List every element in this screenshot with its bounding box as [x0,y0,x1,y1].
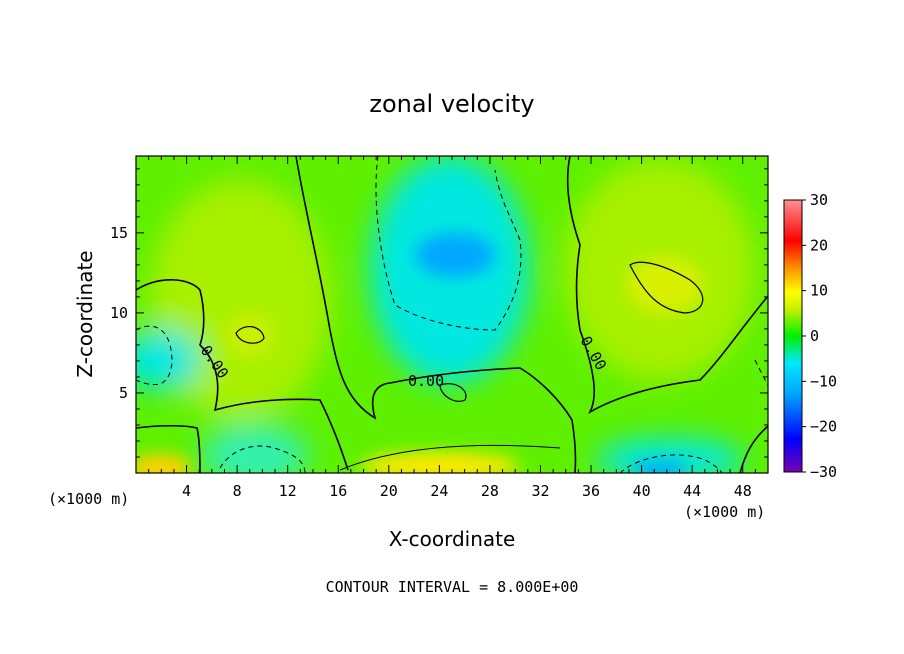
positive-core-surface-left [136,454,192,473]
x-tick-labels: 4 8 12 16 20 24 28 32 36 40 44 48 [182,482,752,500]
colorbar-label: −20 [810,418,837,436]
colorbar-label: 20 [810,236,828,254]
dashed-contour-low-right [619,454,723,473]
x-tick-label: 20 [380,482,398,500]
colorbar-labels: 30 20 10 0 −10 −20 −30 [810,191,837,481]
x-tick-label: 4 [182,482,191,500]
x-tick-label: 8 [233,482,242,500]
contour-positive-surface [339,444,561,471]
positive-core-right [627,257,703,313]
dashed-contour-low-left [219,445,306,473]
colorbar-label: −30 [810,463,837,481]
x-tick-label: 28 [481,482,499,500]
x-tick-label: 48 [734,482,752,500]
colorbar [783,199,803,473]
positive-core-surface-center [360,452,520,473]
colorbar-label: 10 [810,282,828,300]
colorbar-ticks [802,199,806,473]
x-tick-label: 32 [531,482,549,500]
filled-field [136,156,768,473]
dashed-contour-right-edge [754,359,768,386]
contour-positive-center [439,383,467,402]
x-tick-label: 24 [430,482,448,500]
x-axis-ticks [135,156,769,473]
contour-positive-left [235,325,265,344]
negative-core [415,233,495,277]
x-tick-label: 12 [279,482,297,500]
negative-core-surface-right [632,461,688,473]
colorbar-label: 30 [810,191,828,209]
zero-contour-right [566,156,768,414]
y-axis-title: Z-coordinate [73,250,97,377]
colorbar-label: 0 [810,327,819,345]
colorbar-label: −10 [810,372,837,390]
x-tick-label: 40 [633,482,651,500]
zero-contour-center [295,156,577,473]
x-tick-label: 36 [582,482,600,500]
dashed-contour-left-edge [136,325,173,385]
chart-title: zonal velocity [369,90,534,118]
y-axis-ticks [136,168,768,474]
x-units-left: (×1000 m) [48,490,129,508]
y-tick-label: 5 [119,384,128,402]
contour-lines [136,156,768,473]
zero-contour-lower-left [136,424,201,473]
x-tick-label: 44 [683,482,701,500]
positive-core-left [225,313,275,357]
contour-positive-right [629,261,704,314]
x-units-right: (×1000 m) [684,503,765,521]
zero-contour-left [136,279,349,471]
negative-region-left-edge [136,330,200,390]
weak-negative-low-left [200,425,310,473]
contour-label-center: 0.00 [408,372,444,390]
y-tick-labels: 5 10 15 [110,224,128,402]
x-axis-title: X-coordinate [389,527,516,551]
contour-interval-note: CONTOUR INTERVAL = 8.000E+00 [326,578,579,596]
zero-contour-lower-right [739,425,768,473]
x-tick-label: 16 [329,482,347,500]
negative-region-low-right [595,438,745,473]
dashed-contour-center [375,156,522,331]
y-tick-label: 15 [110,224,128,242]
y-tick-label: 10 [110,304,128,322]
